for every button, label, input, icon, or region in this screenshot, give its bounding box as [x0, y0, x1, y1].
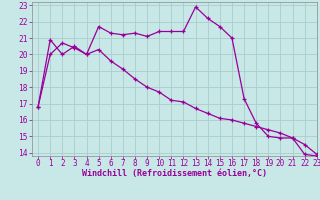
X-axis label: Windchill (Refroidissement éolien,°C): Windchill (Refroidissement éolien,°C)	[82, 169, 267, 178]
